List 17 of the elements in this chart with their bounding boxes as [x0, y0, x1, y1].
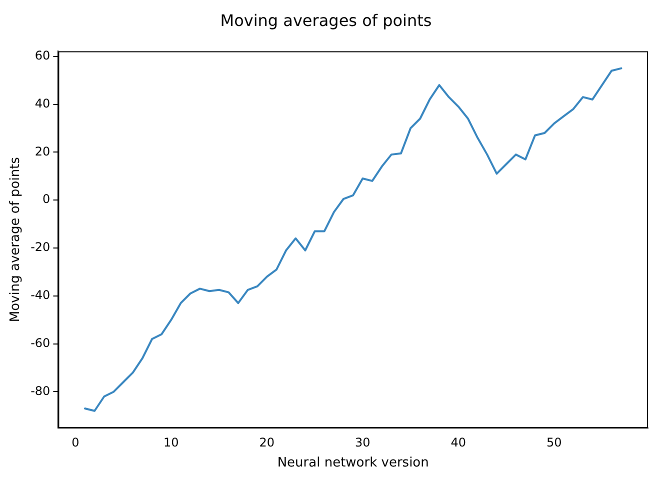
y-tick-label: -80 [30, 384, 50, 398]
x-tick-label: 50 [546, 435, 562, 450]
y-tick-label: -20 [30, 240, 50, 254]
y-axis-title: Moving average of points [8, 156, 24, 322]
y-tick-label: 40 [34, 96, 50, 110]
x-tick-label: 40 [450, 435, 466, 450]
x-tick-label: 20 [259, 435, 275, 450]
y-tick-label: 0 [42, 192, 50, 206]
x-tick-label: 10 [164, 435, 179, 450]
y-tick-label: -40 [30, 288, 50, 302]
chart-title: Moving averages of points [220, 10, 432, 30]
x-axis-title: Neural network version [277, 456, 429, 471]
y-tick-label: 20 [34, 144, 50, 158]
y-tick-label: -60 [30, 336, 50, 350]
x-tick-label: 0 [72, 435, 80, 450]
y-tick-label: 60 [34, 48, 50, 62]
x-tick-label: 30 [355, 435, 370, 450]
